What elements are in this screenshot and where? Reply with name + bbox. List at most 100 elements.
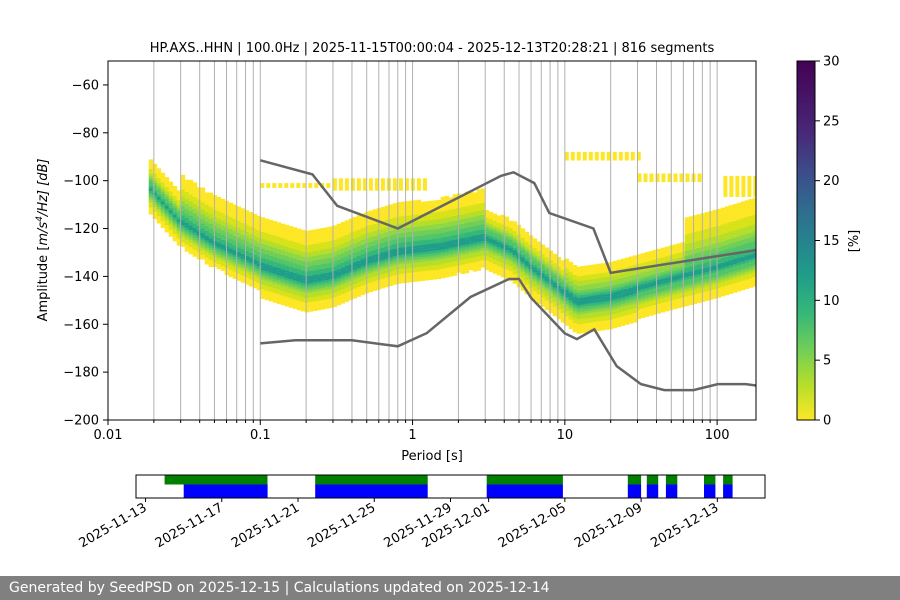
psd-plot-area: 0.01 0.1 1 10 100 −60−80−100−120−140−160−180…: [63, 60, 757, 443]
psd-density-cell: [728, 214, 734, 218]
psd-density-cell: [408, 231, 414, 235]
psd-density-cell: [424, 227, 430, 231]
psd-density-cell: [308, 239, 314, 243]
psd-density-cell: [640, 262, 646, 266]
psd-density-cell: [452, 263, 458, 267]
psd-density-cell: [184, 239, 190, 243]
psd-density-cell: [488, 238, 494, 241]
psd-density-cell: [628, 280, 634, 283]
psd-density-cell: [252, 237, 258, 241]
psd-density-cell: [584, 296, 590, 300]
psd-density-cell: [252, 240, 258, 243]
psd-density-cell: [704, 212, 710, 215]
psd-density-cell: [576, 278, 582, 282]
psd-density-cell: [420, 273, 426, 277]
psd-density-cell: [428, 217, 434, 221]
psd-density-cell: [480, 233, 486, 237]
psd-density-cell: [752, 262, 756, 265]
psd-density-cell: [216, 235, 222, 238]
psd-density-cell: [624, 276, 630, 280]
psd-density-cell: [692, 220, 698, 223]
psd-density-cell: [620, 265, 626, 269]
psd-density-cell: [496, 268, 502, 271]
psd-density-cell: [684, 217, 690, 220]
psd-density-cell: [388, 235, 394, 239]
psd-density-cell: [236, 211, 242, 214]
psd-density-cell: [324, 284, 330, 288]
psd-density-cell: [440, 259, 446, 262]
psd-density-cell: [620, 285, 626, 288]
psd-density-cell: [556, 297, 562, 301]
psd-density-cell: [448, 271, 454, 275]
psd-density-cell: [692, 244, 698, 247]
psd-density-cell: [304, 300, 310, 303]
psd-density-cell: [350, 178, 355, 191]
psd-density-cell: [268, 229, 274, 232]
psd-density-cell: [700, 275, 706, 278]
psd-density-cell: [276, 253, 282, 256]
psd-density-cell: [280, 242, 286, 246]
psd-density-cell: [588, 274, 594, 277]
psd-density-cell: [168, 181, 174, 185]
psd-density-cell: [372, 252, 378, 255]
psd-density-cell: [216, 221, 222, 224]
psd-density-cell: [204, 221, 210, 224]
psd-density-cell: [384, 260, 390, 264]
psd-density-cell: [452, 203, 458, 207]
timeline-used-segment: [723, 484, 733, 498]
psd-density-cell: [616, 276, 622, 280]
psd-density-cell: [244, 253, 250, 256]
psd-density-cell: [316, 264, 322, 268]
psd-density-cell: [712, 257, 718, 261]
psd-density-cell: [368, 253, 374, 257]
psd-density-cell: [344, 222, 350, 226]
psd-density-cell: [316, 276, 322, 280]
psd-density-cell: [580, 275, 586, 279]
psd-density-cell: [452, 261, 458, 264]
psd-density-cell: [684, 296, 690, 299]
psd-density-cell: [228, 260, 234, 263]
psd-density-cell: [484, 267, 490, 271]
psd-density-cell: [280, 264, 286, 267]
psd-density-cell: [304, 293, 310, 296]
psd-density-cell: [704, 219, 710, 222]
psd-density-cell: [660, 283, 666, 287]
psd-density-cell: [676, 264, 682, 268]
psd-density-cell: [236, 263, 242, 267]
psd-density-cell: [408, 229, 414, 232]
psd-density-cell: [156, 220, 162, 224]
psd-density-cell: [388, 249, 394, 253]
psd-density-cell: [652, 259, 658, 262]
psd-density-cell: [232, 230, 238, 234]
psd-density-cell: [328, 303, 334, 306]
psd-density-cell: [600, 311, 606, 314]
psd-density-cell: [188, 244, 194, 248]
psd-density-cell: [744, 257, 750, 261]
psd-density-cell: [552, 256, 558, 259]
psd-density-cell: [388, 216, 394, 219]
psd-density-cell: [636, 273, 642, 276]
psd-density-cell: [596, 294, 602, 298]
psd-density-cell: [160, 220, 166, 224]
psd-density-cell: [220, 258, 226, 262]
psd-density-cell: [384, 241, 390, 245]
psd-density-cell: [404, 208, 410, 211]
psd-density-cell: [180, 179, 186, 183]
psd-density-cell: [740, 223, 746, 226]
psd-density-cell: [328, 248, 334, 251]
psd-density-cell: [216, 232, 222, 236]
psd-density-cell: [704, 245, 710, 249]
psd-density-cell: [460, 211, 466, 215]
psd-density-cell: [260, 241, 266, 244]
psd-density-cell: [652, 288, 658, 291]
psd-density-cell: [612, 316, 618, 319]
psd-density-cell: [336, 264, 342, 267]
psd-density-cell: [388, 242, 394, 246]
psd-density-cell: [544, 300, 550, 303]
psd-density-cell: [156, 213, 162, 217]
psd-density-cell: [568, 271, 574, 274]
psd-density-cell: [168, 227, 174, 230]
psd-density-cell: [576, 266, 582, 270]
psd-density-cell: [248, 250, 254, 253]
psd-density-cell: [428, 267, 434, 271]
